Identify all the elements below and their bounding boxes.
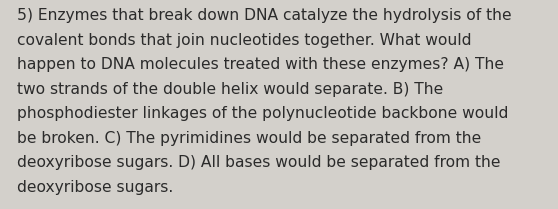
Text: deoxyribose sugars. D) All bases would be separated from the: deoxyribose sugars. D) All bases would b… bbox=[17, 155, 500, 170]
Text: deoxyribose sugars.: deoxyribose sugars. bbox=[17, 180, 173, 195]
Text: two strands of the double helix would separate. B) The: two strands of the double helix would se… bbox=[17, 82, 443, 97]
Text: covalent bonds that join nucleotides together. What would: covalent bonds that join nucleotides tog… bbox=[17, 33, 472, 48]
Text: be broken. C) The pyrimidines would be separated from the: be broken. C) The pyrimidines would be s… bbox=[17, 131, 481, 146]
Text: happen to DNA molecules treated with these enzymes? A) The: happen to DNA molecules treated with the… bbox=[17, 57, 504, 72]
Text: 5) Enzymes that break down DNA catalyze the hydrolysis of the: 5) Enzymes that break down DNA catalyze … bbox=[17, 8, 511, 23]
Text: phosphodiester linkages of the polynucleotide backbone would: phosphodiester linkages of the polynucle… bbox=[17, 106, 508, 121]
